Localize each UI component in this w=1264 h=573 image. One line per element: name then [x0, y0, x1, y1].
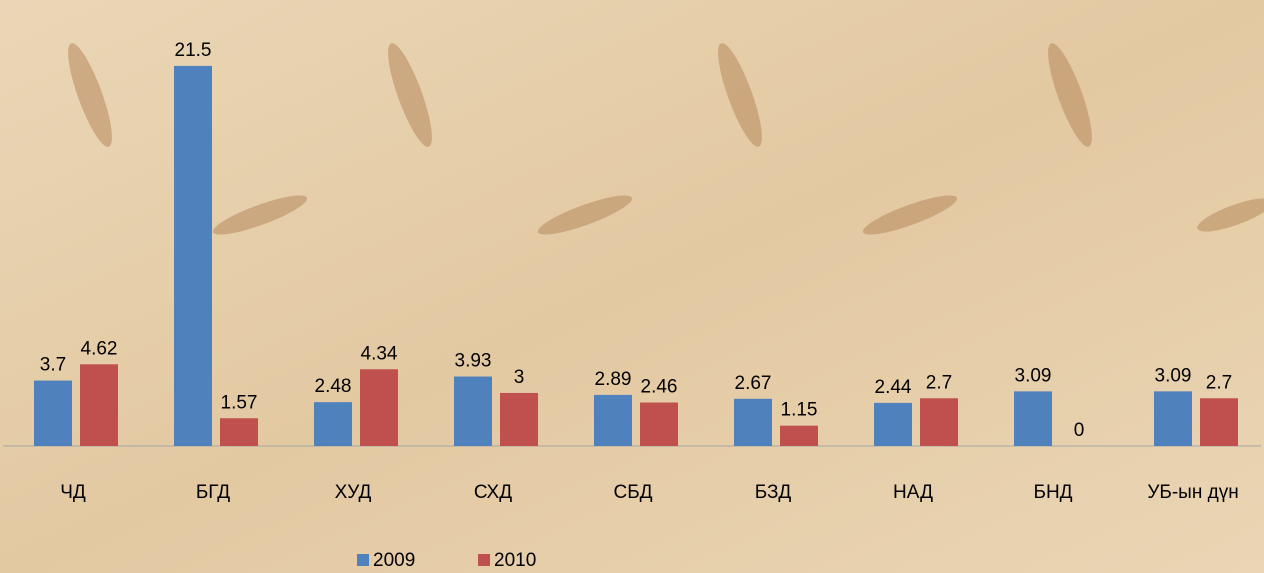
x-tick-label: БГД: [196, 482, 230, 503]
x-tick-label: СХД: [474, 482, 512, 503]
data-label: 3.7: [40, 355, 66, 376]
legend-label: 2009: [373, 550, 415, 571]
bar: [34, 380, 72, 446]
legend-swatch: [357, 554, 369, 566]
data-label: 1.57: [221, 392, 258, 413]
bar: [1154, 391, 1192, 446]
bar: [1014, 391, 1052, 446]
x-tick-label: СБД: [613, 482, 652, 503]
data-label: 4.34: [361, 343, 398, 364]
data-label: 2.46: [641, 377, 678, 398]
legend-label: 2010: [494, 550, 536, 571]
bar: [314, 402, 352, 446]
data-label: 0: [1074, 420, 1085, 441]
legend-swatch: [478, 554, 490, 566]
bar: [640, 402, 678, 446]
data-label: 2.48: [315, 376, 352, 397]
bar: [220, 418, 258, 446]
bar: [874, 402, 912, 446]
data-label: 3.09: [1015, 365, 1052, 386]
bar: [454, 376, 492, 446]
data-label: 2.67: [735, 373, 772, 394]
bar: [80, 364, 118, 446]
x-tick-label: ХУД: [335, 482, 372, 503]
data-label: 4.62: [81, 338, 118, 359]
x-tick-label: БЗД: [755, 482, 792, 503]
x-tick-label: УБ-ын дүн: [1147, 482, 1238, 503]
data-label: 2.7: [1206, 372, 1232, 393]
x-tick-label: ЧД: [60, 482, 86, 503]
data-label: 21.5: [175, 40, 212, 61]
bar: [734, 398, 772, 446]
data-label: 2.44: [875, 377, 912, 398]
data-label: 2.89: [595, 369, 632, 390]
bar: [500, 392, 538, 446]
bar: [594, 394, 632, 446]
data-label: 2.7: [926, 372, 952, 393]
data-label: 3.93: [455, 351, 492, 372]
data-label: 3: [514, 367, 525, 388]
fossil-decoration: [68, 43, 1264, 235]
bar: [174, 65, 212, 446]
bar: [920, 398, 958, 446]
bar: [360, 369, 398, 446]
x-tick-label: БНД: [1033, 482, 1072, 503]
data-label: 1.15: [781, 400, 818, 421]
bar: [780, 425, 818, 446]
x-tick-label: НАД: [893, 482, 933, 503]
bar: [1200, 398, 1238, 446]
data-label: 3.09: [1155, 365, 1192, 386]
